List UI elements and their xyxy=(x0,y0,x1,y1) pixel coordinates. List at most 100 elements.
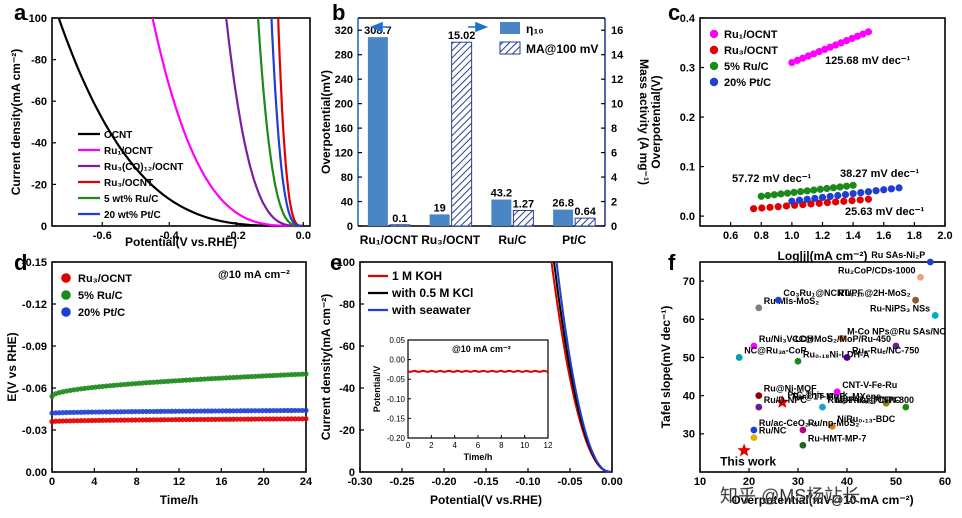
inset-y-label: Potential/V xyxy=(372,366,382,413)
x-tick-label: -0.2 xyxy=(227,230,246,242)
y-tick-label: 70 xyxy=(683,276,695,288)
data-point xyxy=(799,426,807,434)
panel-b: 0 40 80 120 160 200 240 280 320 0 2 4 6 8 10 12 14 16 b Ove… xyxy=(319,0,651,247)
data-point xyxy=(241,408,247,414)
data-point xyxy=(176,417,182,423)
legend-marker xyxy=(61,273,71,283)
y-tick-label: 14 xyxy=(611,50,624,62)
legend-label: 5 wt% Ru/C xyxy=(104,194,158,205)
data-point xyxy=(259,416,266,422)
data-point xyxy=(183,416,189,423)
data-point xyxy=(274,416,280,422)
y-tick-label: -40 xyxy=(339,383,355,395)
data-point xyxy=(296,416,302,422)
data-point xyxy=(201,408,207,414)
data-point xyxy=(96,417,102,423)
data-point xyxy=(823,184,831,193)
legend-label: 20 wt% Pt/C xyxy=(104,210,161,221)
data-point xyxy=(853,32,862,40)
series-line xyxy=(57,17,297,228)
data-point xyxy=(238,408,244,414)
y-tick-label: -0.12 xyxy=(22,299,47,311)
data-point xyxy=(92,409,99,415)
data-point xyxy=(241,416,247,422)
data-point xyxy=(165,408,171,414)
data-point xyxy=(74,418,80,424)
series-line xyxy=(270,17,303,228)
data-point xyxy=(758,204,766,212)
y-tick-label: 6 xyxy=(611,147,617,159)
y-tick-label: -0.06 xyxy=(22,383,47,395)
point-label: Ru/np-MoS₂ xyxy=(808,418,860,428)
inset-x-tick-label: 6 xyxy=(476,441,481,450)
data-point xyxy=(288,416,295,422)
inset-y-tick-label: -0.05 xyxy=(387,375,406,384)
y-tick-label: 50 xyxy=(683,352,695,364)
bar-value-label: 1.27 xyxy=(513,198,534,210)
data-point xyxy=(56,410,62,416)
data-point xyxy=(234,408,240,414)
data-point xyxy=(902,403,910,411)
data-point xyxy=(154,408,160,414)
data-point xyxy=(227,408,233,414)
data-point xyxy=(53,410,59,416)
x-tick-label: 1.4 xyxy=(845,230,861,242)
data-point xyxy=(151,417,157,423)
category-label: Pt/C xyxy=(562,233,586,247)
x-tick-label: 8 xyxy=(134,476,140,488)
data-point xyxy=(67,409,73,416)
y-axis-label: E(V vs RHE) xyxy=(5,332,19,401)
point-label: MoP-Ru₂P/NPC xyxy=(835,395,901,405)
x-tick-label: 1.0 xyxy=(784,230,799,242)
data-point xyxy=(136,408,142,415)
data-point xyxy=(219,408,226,414)
data-point xyxy=(234,416,240,422)
data-point xyxy=(803,187,811,195)
data-point xyxy=(832,198,840,206)
data-point xyxy=(132,417,139,423)
data-point xyxy=(811,194,819,202)
y-tick-label: 12 xyxy=(611,74,623,86)
data-point xyxy=(849,181,857,189)
data-point xyxy=(267,416,273,422)
legend-marker xyxy=(709,45,719,55)
y-tick-label: 0.2 xyxy=(680,112,695,124)
y-tick-label: 240 xyxy=(335,74,353,86)
point-label: M-Co NPs@Ru SAs/NC xyxy=(847,326,946,336)
point-label: CNT-V-Fe-Ru xyxy=(842,380,897,390)
data-point xyxy=(103,417,110,423)
y-tick-label: 120 xyxy=(335,147,353,159)
x-tick-label: 60 xyxy=(939,476,951,488)
data-point xyxy=(843,354,851,361)
data-point xyxy=(828,422,836,430)
data-point xyxy=(783,189,792,197)
point-label: Ru SAs-Ni₂P xyxy=(871,250,925,260)
point-label: Ru/D-NPC xyxy=(764,395,807,405)
data-point xyxy=(278,416,284,422)
data-point xyxy=(227,416,233,422)
y-axis-label: Current density(mA cm⁻²) xyxy=(9,49,23,196)
inset-y-tick-label: -0.15 xyxy=(387,414,406,423)
inset-x-tick-label: 12 xyxy=(544,441,553,450)
panel-e: -0.30 -0.25 -0.20 -0.15 -0.10 -0.05 0.00 0 -20 -4… xyxy=(319,250,623,507)
data-point xyxy=(912,296,919,304)
y-tick-label: 4 xyxy=(611,172,618,184)
legend-label: with 0.5 M KCl xyxy=(391,286,473,300)
data-point xyxy=(826,43,834,51)
data-point xyxy=(111,417,117,423)
data-point xyxy=(815,48,823,56)
data-point xyxy=(85,409,91,415)
point-label: Ru-NiPS₃ NSs xyxy=(870,303,930,313)
legend-label: 5% Ru/C xyxy=(78,290,123,302)
data-point xyxy=(303,407,309,413)
bar-mass-activity xyxy=(512,209,534,227)
data-point xyxy=(89,409,95,415)
data-point xyxy=(216,416,222,422)
y-tick-label: 0 xyxy=(41,221,47,233)
data-point xyxy=(67,418,73,424)
x-tick-label: -0.30 xyxy=(347,476,372,488)
data-point xyxy=(793,56,801,64)
slope-label: 38.27 mV dec⁻¹ xyxy=(840,168,920,180)
data-point xyxy=(121,417,128,423)
